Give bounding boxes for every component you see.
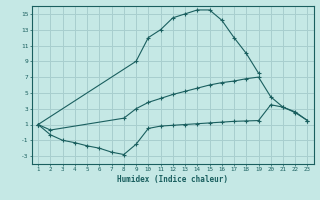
X-axis label: Humidex (Indice chaleur): Humidex (Indice chaleur): [117, 175, 228, 184]
